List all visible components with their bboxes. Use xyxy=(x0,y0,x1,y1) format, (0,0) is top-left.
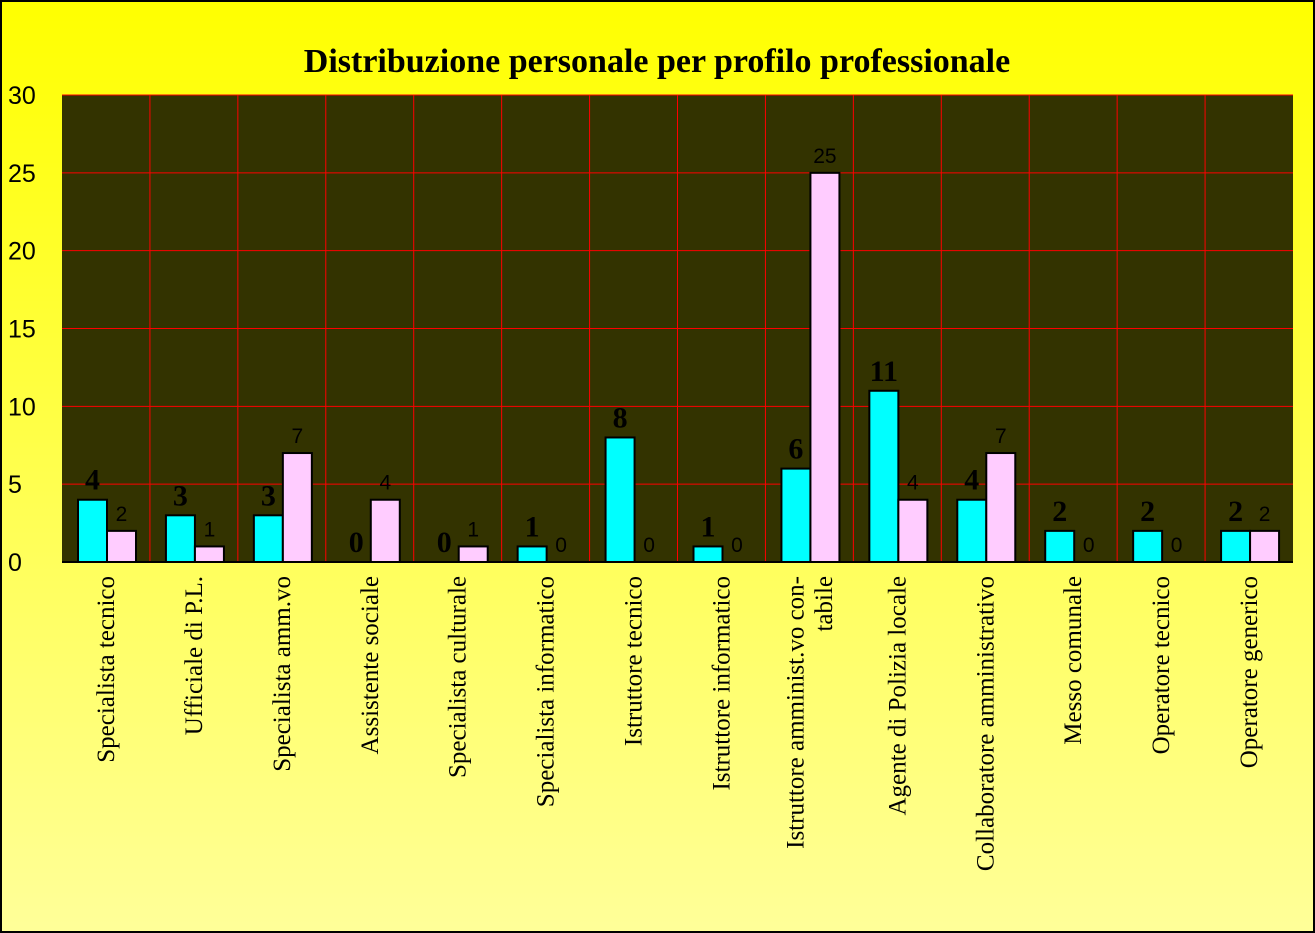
value-label: 0 xyxy=(555,534,567,557)
bar xyxy=(457,545,489,564)
value-label: 4 xyxy=(964,464,979,497)
value-label: 7 xyxy=(995,425,1007,448)
value-label: 3 xyxy=(173,479,188,512)
bar xyxy=(164,514,196,563)
x-tick-label: Istruttore amminist.vo con-tabile xyxy=(782,576,838,849)
x-tick-label: Assistente sociale xyxy=(357,576,384,754)
x-tick-label: Istruttore tecnico xyxy=(621,576,648,746)
value-label: 0 xyxy=(643,534,655,557)
bar xyxy=(868,389,900,563)
value-label: 0 xyxy=(1083,534,1095,557)
bar xyxy=(106,529,137,563)
value-label: 8 xyxy=(613,401,628,434)
bar xyxy=(1220,529,1252,563)
bar xyxy=(252,514,284,563)
value-label: 1 xyxy=(525,510,540,543)
bar xyxy=(77,498,108,564)
value-label: 7 xyxy=(292,425,304,448)
bar xyxy=(780,467,812,564)
value-label: 2 xyxy=(1228,495,1243,528)
value-label: 1 xyxy=(467,518,479,541)
y-tick-label: 25 xyxy=(8,160,36,188)
x-tick-label: Istruttore informatico xyxy=(708,576,735,791)
value-label: 0 xyxy=(349,526,364,559)
bar xyxy=(604,436,636,564)
bar xyxy=(516,545,548,564)
bar xyxy=(692,545,724,564)
value-label: 11 xyxy=(870,355,898,388)
value-label: 0 xyxy=(437,526,452,559)
bar xyxy=(1044,529,1076,563)
value-label: 2 xyxy=(1259,503,1271,526)
x-tick-label: Specialista amm.vo xyxy=(269,576,296,772)
x-tick-label: Collaboratore amministrativo xyxy=(972,576,999,871)
x-tick-label: Agente di Polizia locale xyxy=(884,576,911,816)
value-label: 4 xyxy=(379,472,391,495)
y-tick-label: 0 xyxy=(8,549,22,577)
x-tick-label: Messo comunale xyxy=(1060,576,1087,745)
bar xyxy=(281,452,313,563)
y-tick-label: 30 xyxy=(8,82,36,110)
value-label: 0 xyxy=(731,534,743,557)
bar xyxy=(897,498,929,564)
value-label: 1 xyxy=(701,510,716,543)
x-tick-label: Ufficiale di P.L. xyxy=(181,576,208,735)
chart-title: Distribuzione personale per profilo prof… xyxy=(304,43,1010,80)
y-tick-label: 20 xyxy=(8,238,36,266)
value-label: 4 xyxy=(85,464,100,497)
x-tick-label: Specialista culturale xyxy=(445,576,472,778)
y-tick-label: 10 xyxy=(8,393,36,421)
bar xyxy=(809,171,841,563)
value-label: 2 xyxy=(116,503,128,526)
bar xyxy=(193,545,225,564)
x-tick-label: Operatore tecnico xyxy=(1148,576,1175,754)
value-label: 6 xyxy=(788,433,803,466)
value-label: 3 xyxy=(261,479,276,512)
bar xyxy=(369,498,401,564)
value-label: 2 xyxy=(1052,495,1067,528)
y-tick-label: 15 xyxy=(8,316,36,344)
bar xyxy=(985,452,1017,563)
bar xyxy=(956,498,988,564)
bar xyxy=(1249,529,1281,563)
bar xyxy=(1132,529,1164,563)
x-tick-label: Specialista informatico xyxy=(533,576,560,807)
value-label: 2 xyxy=(1140,495,1155,528)
value-label: 4 xyxy=(907,472,919,495)
value-label: 0 xyxy=(1171,534,1183,557)
value-label: 25 xyxy=(813,145,836,168)
x-tick-label: Operatore generico xyxy=(1236,576,1263,768)
x-tick-label: Specialista tecnico xyxy=(93,576,120,763)
value-label: 1 xyxy=(204,518,216,541)
y-tick-label: 5 xyxy=(8,471,22,499)
